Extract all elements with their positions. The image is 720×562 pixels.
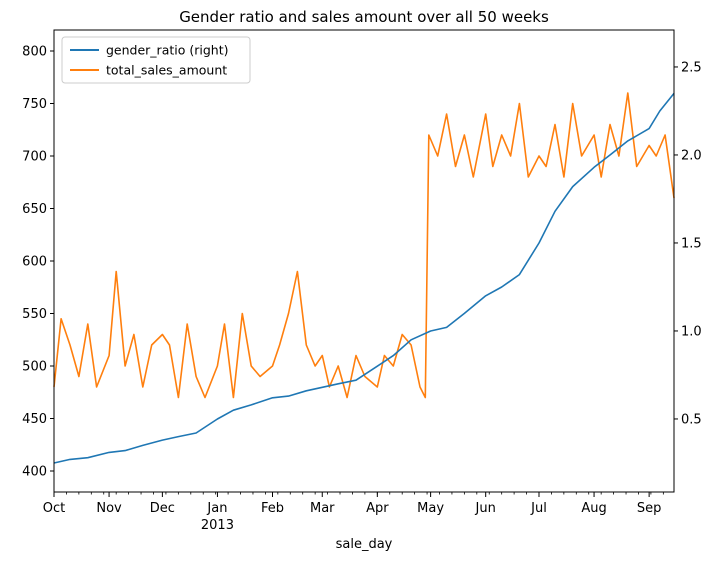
left-tick-label: 600 — [22, 255, 47, 270]
series-line-gender-ratio-right — [53, 92, 675, 464]
legend-label: gender_ratio (right) — [106, 43, 228, 58]
left-axis: 400 450 500 550 600 650 700 750 800 — [22, 45, 54, 480]
right-tick-label: 1.0 — [681, 324, 702, 339]
x-tick-label: Nov — [96, 501, 122, 516]
left-tick-label: 450 — [22, 412, 47, 427]
series-line-total-sales-amount — [53, 92, 675, 399]
right-tick-label: 0.5 — [681, 412, 702, 427]
right-tick-label: 2.5 — [681, 60, 702, 75]
left-tick-label: 400 — [22, 465, 47, 480]
x-tick-label: Aug — [581, 501, 606, 516]
chart-title: Gender ratio and sales amount over all 5… — [179, 8, 549, 26]
plot-frame — [53, 29, 675, 493]
x-axis-label: sale_day — [336, 537, 393, 552]
left-tick-label: 800 — [22, 45, 47, 60]
x-tick-label: Mar — [310, 501, 335, 516]
right-axis: 0.5 1.0 1.5 2.0 2.5 — [674, 60, 702, 427]
left-tick-label: 650 — [22, 202, 47, 217]
x-tick-sublabel: 2013 — [201, 518, 234, 533]
left-tick-label: 750 — [22, 97, 47, 112]
plot-lines — [53, 92, 675, 464]
x-tick-label: Sep — [637, 501, 662, 516]
left-tick-label: 700 — [22, 150, 47, 165]
x-tick-label: May — [417, 501, 444, 516]
x-tick-label: Feb — [261, 501, 284, 516]
legend-box — [61, 36, 251, 84]
left-tick-label: 550 — [22, 307, 47, 322]
x-axis: Oct Nov Dec Jan 2013 Feb Mar Apr May Jun Jul Aug Sep — [43, 492, 664, 533]
x-tick-label: Dec — [150, 501, 175, 516]
right-tick-label: 1.5 — [681, 236, 702, 251]
x-tick-label: Jun — [475, 501, 496, 516]
x-tick-label: Jul — [530, 501, 547, 516]
legend: gender_ratio (right) total_sales_amount — [61, 36, 251, 84]
left-tick-label: 500 — [22, 360, 47, 375]
x-tick-label: Apr — [366, 501, 389, 516]
legend-label: total_sales_amount — [106, 63, 227, 78]
x-tick-label: Jan — [206, 501, 227, 516]
x-tick-label: Oct — [43, 501, 65, 516]
right-tick-label: 2.0 — [681, 148, 702, 163]
